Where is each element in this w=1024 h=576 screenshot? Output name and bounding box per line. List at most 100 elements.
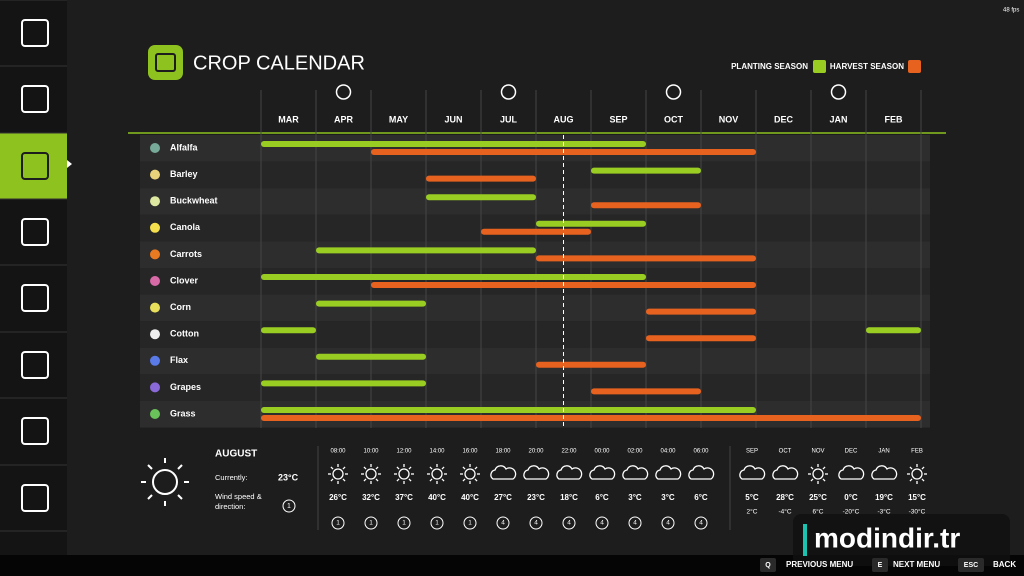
weather-icon-ray [408, 478, 412, 482]
weather-icon-ray [822, 466, 826, 470]
forecast-low: -4°C [778, 508, 791, 516]
weather-icon [812, 468, 824, 480]
sidebar-icon[interactable] [21, 284, 49, 312]
hour-time: 14:00 [429, 449, 445, 455]
wind-label: Wind speed & direction: [215, 492, 262, 511]
weather-icon [871, 465, 898, 480]
crop-icon [150, 276, 160, 286]
hour-temp: 3°C [661, 493, 675, 502]
sidebar-icon[interactable] [21, 85, 49, 113]
hour-wind: 4 [534, 520, 538, 527]
crop-name: Grapes [170, 382, 201, 392]
wind-icon [496, 516, 510, 530]
forecast-high: 5°C [745, 493, 759, 502]
crop-icon [150, 302, 160, 313]
forecast-high: 0°C [844, 493, 858, 502]
season-icon [830, 84, 847, 100]
forecast-month: SEP [746, 449, 758, 455]
weather-icon [523, 465, 550, 480]
key-box[interactable] [872, 558, 888, 572]
current-label: Currently: [215, 473, 248, 482]
harvest-bar [591, 202, 701, 209]
wind-icon [595, 516, 609, 530]
row-bg [140, 268, 930, 295]
row-bg [140, 161, 930, 189]
month-label: FEB [885, 114, 904, 124]
crop-name: Grass [170, 408, 196, 418]
wind-icon [661, 516, 675, 530]
key[interactable]: ESC [964, 562, 978, 569]
month-label: AUG [554, 114, 574, 124]
month-label: NOV [719, 114, 739, 124]
hour-temp: 23°C [527, 493, 545, 502]
title-icon [148, 45, 183, 80]
crop-icon [150, 196, 160, 207]
crop-icon [150, 409, 160, 419]
planting-bar [261, 327, 316, 334]
planting-bar [261, 407, 756, 413]
month-label: JUL [500, 114, 518, 124]
row-bg [140, 214, 930, 242]
key[interactable]: Q [765, 562, 771, 569]
weather-icon [398, 468, 410, 480]
row-bg [140, 135, 930, 162]
key[interactable]: E [878, 562, 883, 569]
hour-temp: 40°C [461, 493, 479, 502]
hour-temp: 6°C [595, 493, 609, 502]
planting-bar [261, 141, 646, 147]
sidebar-icon[interactable] [21, 484, 49, 512]
weather-month: AUGUST [215, 449, 257, 460]
hour-wind: 1 [336, 520, 340, 527]
forecast-low: -30°C [909, 508, 926, 516]
forecast-month: NOV [811, 449, 824, 455]
key-label[interactable]: BACK [993, 560, 1016, 569]
weather-icon-ray [462, 466, 466, 470]
crop-name: Canola [170, 222, 201, 232]
title-icon-glyph [155, 53, 176, 72]
sidebar-icon[interactable] [21, 19, 49, 47]
weather-icon [622, 465, 649, 480]
wind-icon [463, 516, 477, 530]
forecast-low: 6°C [813, 508, 824, 516]
forecast-low: -3°C [877, 508, 890, 516]
wind-icon [562, 516, 576, 530]
weather-icon-ray [429, 478, 433, 482]
wind-now: 1 [287, 503, 291, 510]
weather-icon-ray [342, 478, 346, 482]
month-label: OCT [664, 114, 684, 124]
current-temp: 23°C [278, 472, 299, 482]
weather-icon [911, 468, 923, 480]
hour-temp: 6°C [694, 493, 708, 502]
sidebar-icon[interactable] [21, 351, 49, 379]
key-label[interactable]: NEXT MENU [893, 560, 940, 569]
weather-icon-ray [921, 478, 925, 482]
forecast-high: 19°C [875, 493, 893, 502]
row-bg [140, 347, 930, 375]
row-bg [140, 241, 930, 268]
harvest-bar [536, 361, 646, 368]
sidebar-icon[interactable] [21, 417, 49, 445]
weather-icon-ray [363, 478, 367, 482]
row-bg [140, 401, 930, 428]
key-box[interactable] [958, 558, 984, 572]
watermark-accent [803, 524, 807, 556]
sidebar-icon[interactable] [21, 218, 49, 246]
harvest-bar [646, 335, 756, 342]
title: CROP CALENDAR [193, 52, 365, 74]
key-box[interactable] [760, 558, 776, 572]
sidebar-icon[interactable] [21, 152, 49, 180]
wind-icon [364, 516, 378, 530]
hour-time: 08:00 [330, 449, 346, 455]
weather-icon [332, 468, 344, 480]
key-label[interactable]: PREVIOUS MENU [786, 560, 853, 569]
crop-icon [150, 169, 160, 180]
weather-now-icon [141, 458, 189, 506]
legend-harvest: HARVEST SEASON [830, 62, 904, 71]
season-icon [665, 84, 682, 100]
wind-icon [529, 516, 543, 530]
fps: 48 fps [1003, 8, 1019, 14]
weather-icon-ray [810, 466, 814, 470]
forecast-high: 28°C [776, 493, 794, 502]
row-bg [140, 294, 930, 322]
